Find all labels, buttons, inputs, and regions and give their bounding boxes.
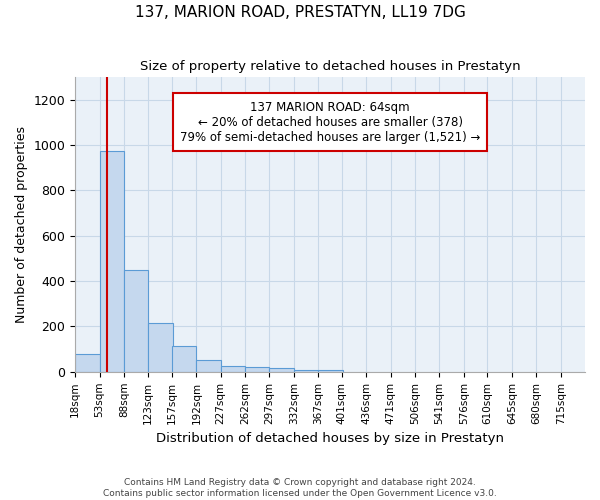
Bar — [221, 366, 245, 372]
Bar — [100, 150, 124, 372]
Text: 137 MARION ROAD: 64sqm
← 20% of detached houses are smaller (378)
79% of semi-de: 137 MARION ROAD: 64sqm ← 20% of detached… — [180, 100, 480, 144]
Bar — [245, 368, 269, 372]
Bar — [196, 360, 221, 372]
Bar — [148, 323, 173, 372]
Bar — [269, 368, 294, 372]
X-axis label: Distribution of detached houses by size in Prestatyn: Distribution of detached houses by size … — [156, 432, 504, 445]
Bar — [294, 370, 318, 372]
Title: Size of property relative to detached houses in Prestatyn: Size of property relative to detached ho… — [140, 60, 520, 73]
Bar — [124, 270, 148, 372]
Bar — [75, 354, 100, 372]
Text: 137, MARION ROAD, PRESTATYN, LL19 7DG: 137, MARION ROAD, PRESTATYN, LL19 7DG — [134, 5, 466, 20]
Bar — [172, 346, 196, 372]
Text: Contains HM Land Registry data © Crown copyright and database right 2024.
Contai: Contains HM Land Registry data © Crown c… — [103, 478, 497, 498]
Bar — [318, 370, 343, 372]
Y-axis label: Number of detached properties: Number of detached properties — [15, 126, 28, 323]
